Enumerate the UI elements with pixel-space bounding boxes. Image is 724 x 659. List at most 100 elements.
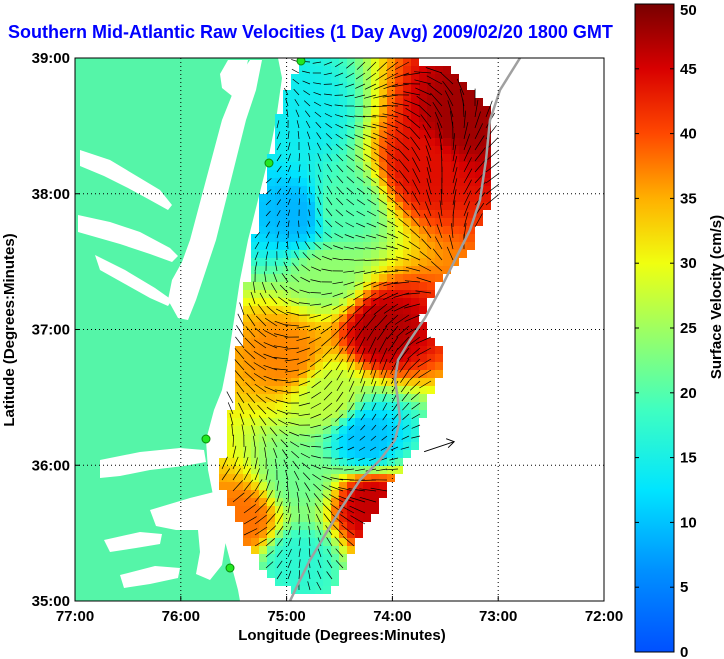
velocity-cell — [291, 258, 299, 266]
velocity-vector — [354, 247, 366, 250]
velocity-cell — [251, 298, 259, 306]
velocity-vector — [326, 185, 333, 195]
velocity-vector — [301, 462, 311, 470]
velocity-cell — [347, 538, 355, 546]
velocity-cell — [459, 250, 467, 258]
velocity-vector — [371, 402, 377, 411]
velocity-cell — [339, 418, 347, 426]
velocity-cell — [323, 578, 331, 586]
x-axis: 77:00 76:00 75:00 74:00 73:00 72:00 — [56, 596, 623, 625]
velocity-cell — [267, 266, 275, 274]
velocity-cell — [339, 258, 347, 266]
velocity-vector — [269, 427, 278, 437]
velocity-vector — [244, 360, 256, 371]
velocity-vector — [370, 358, 377, 375]
velocity-cell — [291, 570, 299, 578]
velocity-cell — [267, 250, 275, 258]
velocity-vector — [404, 99, 421, 107]
velocity-cell — [395, 178, 403, 186]
velocity-vector — [417, 358, 432, 368]
velocity-vector — [360, 424, 366, 431]
velocity-cell — [323, 362, 331, 370]
velocity-cell — [339, 362, 347, 370]
velocity-cell — [459, 170, 467, 178]
velocity-vector — [416, 347, 432, 357]
velocity-cell — [347, 378, 355, 386]
velocity-vector — [348, 435, 355, 441]
velocity-vector — [298, 164, 301, 173]
velocity-vector — [296, 347, 311, 354]
velocity-vector — [376, 61, 388, 72]
velocity-vector — [239, 413, 245, 426]
velocity-vector — [332, 524, 344, 536]
velocity-vector — [354, 124, 366, 129]
velocity-cell — [347, 370, 355, 378]
velocity-vector — [344, 134, 355, 140]
velocity-vector — [345, 336, 355, 352]
velocity-cell — [347, 146, 355, 154]
velocity-vector — [323, 513, 333, 525]
velocity-cell — [459, 130, 467, 138]
velocity-cell — [267, 506, 275, 514]
velocity-cell — [291, 138, 299, 146]
velocity-vector — [383, 292, 399, 301]
velocity-cell — [363, 442, 371, 450]
velocity-cell — [291, 194, 299, 202]
velocity-vector — [310, 413, 322, 419]
velocity-cell — [259, 226, 267, 234]
velocity-vector — [383, 122, 399, 129]
velocity-cell — [315, 290, 323, 298]
velocity-cell — [435, 114, 443, 122]
velocity-vector — [276, 210, 281, 217]
velocity-cell — [291, 578, 299, 586]
velocity-vector — [296, 336, 311, 342]
velocity-cell — [379, 66, 387, 74]
velocity-vector — [316, 219, 322, 228]
velocity-cell — [371, 330, 379, 338]
velocity-cell — [355, 162, 363, 170]
velocity-vector — [250, 291, 256, 305]
velocity-cell — [291, 242, 299, 250]
velocity-cell — [299, 402, 307, 410]
velocity-cell — [291, 298, 299, 306]
velocity-cell — [307, 210, 315, 218]
velocity-vector — [387, 195, 399, 206]
velocity-vector — [322, 402, 333, 411]
velocity-cell — [355, 58, 363, 66]
velocity-cell — [355, 370, 363, 378]
velocity-cell — [363, 298, 371, 306]
velocity-vector — [268, 417, 278, 426]
velocity-vector — [275, 308, 289, 316]
velocity-cell — [419, 394, 427, 402]
velocity-vector — [308, 186, 311, 195]
velocity-cell — [475, 146, 483, 154]
velocity-vector — [287, 570, 292, 580]
velocity-cell — [419, 66, 427, 74]
velocity-cell — [363, 74, 371, 82]
velocity-cell — [275, 450, 283, 458]
x-tick-label: 75:00 — [267, 608, 305, 625]
velocity-cell — [339, 290, 347, 298]
velocity-vector — [265, 231, 270, 239]
velocity-vector — [355, 72, 366, 80]
velocity-cell — [379, 482, 387, 490]
velocity-vector — [407, 253, 421, 261]
velocity-vector — [366, 325, 377, 341]
velocity-vector — [285, 380, 300, 384]
velocity-cell — [323, 82, 331, 90]
velocity-cell — [467, 122, 475, 130]
velocity-cell — [379, 354, 387, 362]
velocity-cell — [459, 90, 467, 98]
velocity-vector — [276, 480, 279, 492]
velocity-cell — [355, 170, 363, 178]
velocity-cell — [275, 506, 283, 514]
velocity-cell — [339, 562, 347, 570]
velocity-cell — [395, 210, 403, 218]
velocity-cell — [243, 498, 251, 506]
velocity-vector — [358, 347, 366, 364]
velocity-cell — [427, 226, 435, 234]
velocity-cell — [323, 450, 331, 458]
velocity-cell — [259, 442, 267, 450]
velocity-vector — [303, 90, 311, 96]
